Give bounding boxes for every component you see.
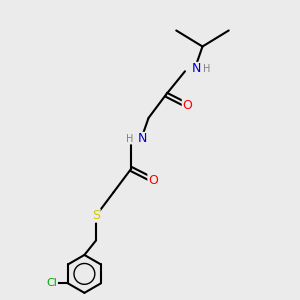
Text: N: N <box>191 62 201 76</box>
Text: N: N <box>137 132 147 146</box>
Text: S: S <box>92 209 100 222</box>
Text: Cl: Cl <box>46 278 57 288</box>
Text: H: H <box>126 134 133 144</box>
Text: O: O <box>148 173 158 187</box>
Text: O: O <box>182 99 192 112</box>
Text: H: H <box>203 64 211 74</box>
